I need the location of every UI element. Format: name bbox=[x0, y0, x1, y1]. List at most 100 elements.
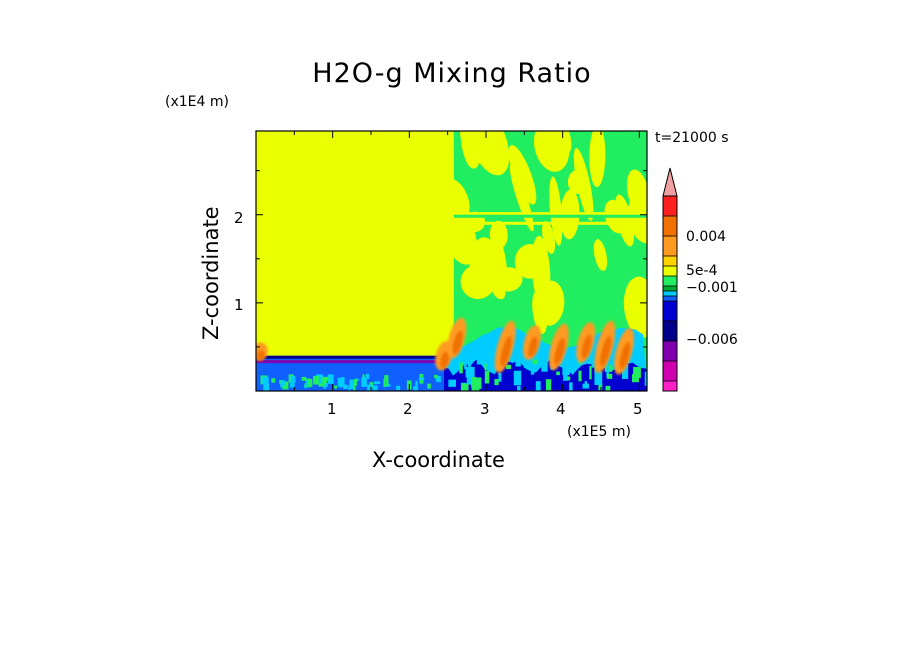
surface-speckle bbox=[262, 376, 269, 384]
colorbar-level bbox=[663, 301, 677, 321]
surface-speckle bbox=[569, 382, 573, 391]
surface-speckle bbox=[349, 379, 354, 390]
x-unit-label: (x1E5 m) bbox=[567, 424, 631, 440]
surface-speckle bbox=[264, 383, 270, 391]
surface-speckle bbox=[367, 384, 373, 391]
contour-field bbox=[256, 131, 647, 391]
y-tick-label-1: 1 bbox=[234, 296, 244, 314]
surface-speckle bbox=[476, 358, 483, 365]
surface-speckle bbox=[530, 369, 535, 375]
surface-speckle bbox=[475, 377, 482, 389]
colorbar bbox=[662, 167, 678, 392]
surface-speckle bbox=[610, 365, 613, 372]
plot-frame bbox=[255, 130, 648, 392]
surface-speckle bbox=[582, 383, 589, 389]
surface-speckle bbox=[464, 361, 467, 370]
surface-speckle bbox=[494, 378, 499, 386]
surface-speckle bbox=[606, 365, 609, 378]
surface-speckle bbox=[632, 374, 639, 383]
surface-speckle bbox=[301, 376, 307, 381]
surface-speckle bbox=[476, 385, 480, 391]
surface-speckle bbox=[541, 357, 548, 372]
colorbar-label-3: −0.006 bbox=[686, 332, 738, 348]
yellow-band bbox=[453, 212, 647, 218]
surface-speckle bbox=[384, 375, 389, 381]
x-tick-label-1: 1 bbox=[327, 400, 337, 418]
surface-speckle bbox=[565, 376, 571, 381]
yellow-streak bbox=[489, 220, 508, 250]
colorbar-level bbox=[663, 276, 677, 286]
surface-speckle bbox=[282, 381, 289, 390]
colorbar-label-1: 5e-4 bbox=[686, 263, 718, 279]
colorbar-level bbox=[663, 296, 677, 301]
x-tick-label-2: 2 bbox=[403, 400, 413, 418]
yellow-streak bbox=[535, 280, 565, 326]
colorbar-level bbox=[663, 381, 677, 391]
surface-speckle bbox=[341, 377, 345, 380]
surface-speckle bbox=[361, 377, 367, 387]
surface-speckle bbox=[461, 383, 469, 391]
layer-inner-edge bbox=[256, 360, 444, 364]
yellow-band bbox=[453, 221, 647, 225]
colorbar-level bbox=[663, 291, 677, 296]
orange-plume-core bbox=[256, 350, 265, 361]
colorbar-level bbox=[663, 236, 677, 256]
green-band bbox=[453, 214, 647, 218]
yellow-streak bbox=[460, 131, 480, 161]
surface-speckle bbox=[621, 364, 629, 379]
surface-speckle bbox=[415, 380, 418, 390]
surface-speckle bbox=[324, 383, 329, 387]
surface-speckle bbox=[280, 380, 285, 386]
surface-speckle bbox=[373, 385, 378, 391]
surface-speckle bbox=[589, 365, 592, 380]
surface-speckle bbox=[373, 381, 381, 385]
yellow-streak bbox=[593, 239, 608, 271]
surface-speckle bbox=[313, 375, 319, 385]
colorbar-level bbox=[663, 361, 677, 381]
surface-speckle bbox=[396, 385, 401, 390]
surface-speckle bbox=[505, 364, 512, 370]
surface-speckle bbox=[578, 370, 582, 382]
surface-speckle bbox=[343, 384, 348, 389]
orange-plume-core bbox=[452, 330, 463, 355]
surface-speckle bbox=[290, 376, 296, 383]
surface-speckle bbox=[316, 375, 324, 384]
orange-plume-core bbox=[619, 342, 631, 370]
surface-speckle bbox=[584, 381, 588, 387]
colorbar-level bbox=[663, 216, 677, 236]
surface-speckle bbox=[323, 385, 327, 389]
surface-speckle bbox=[435, 375, 441, 383]
surface-speckle bbox=[466, 380, 474, 385]
surface-speckle bbox=[434, 374, 438, 379]
surface-speckle bbox=[517, 386, 521, 391]
colorbar-arrow bbox=[662, 167, 678, 197]
surface-speckle bbox=[633, 366, 641, 379]
surface-speckle bbox=[563, 366, 568, 381]
orange-plume-core bbox=[440, 351, 450, 369]
colorbar-level bbox=[663, 341, 677, 361]
surface-speckle bbox=[535, 381, 541, 391]
yellow-streak bbox=[623, 276, 647, 338]
surface-speckle bbox=[545, 379, 552, 391]
surface-speckle bbox=[353, 379, 357, 386]
surface-speckle bbox=[532, 359, 539, 365]
surface-speckle bbox=[353, 383, 356, 391]
y-unit-label: (x1E4 m) bbox=[165, 94, 229, 110]
surface-speckle bbox=[606, 373, 613, 379]
layer-top-edge bbox=[256, 355, 444, 359]
y-tick-label-2: 2 bbox=[234, 209, 244, 227]
surface-speckle bbox=[459, 362, 463, 374]
axis-ticks bbox=[256, 131, 647, 391]
time-label: t=21000 s bbox=[655, 130, 729, 146]
surface-speckle bbox=[471, 381, 476, 388]
surface-speckle bbox=[271, 378, 276, 383]
surface-speckle bbox=[598, 383, 603, 391]
surface-speckle bbox=[556, 371, 560, 376]
surface-speckle bbox=[465, 367, 473, 378]
x-tick-label-4: 4 bbox=[556, 400, 566, 418]
x-tick-label-3: 3 bbox=[480, 400, 490, 418]
surface-speckle bbox=[418, 377, 425, 380]
surface-speckle bbox=[305, 380, 309, 387]
